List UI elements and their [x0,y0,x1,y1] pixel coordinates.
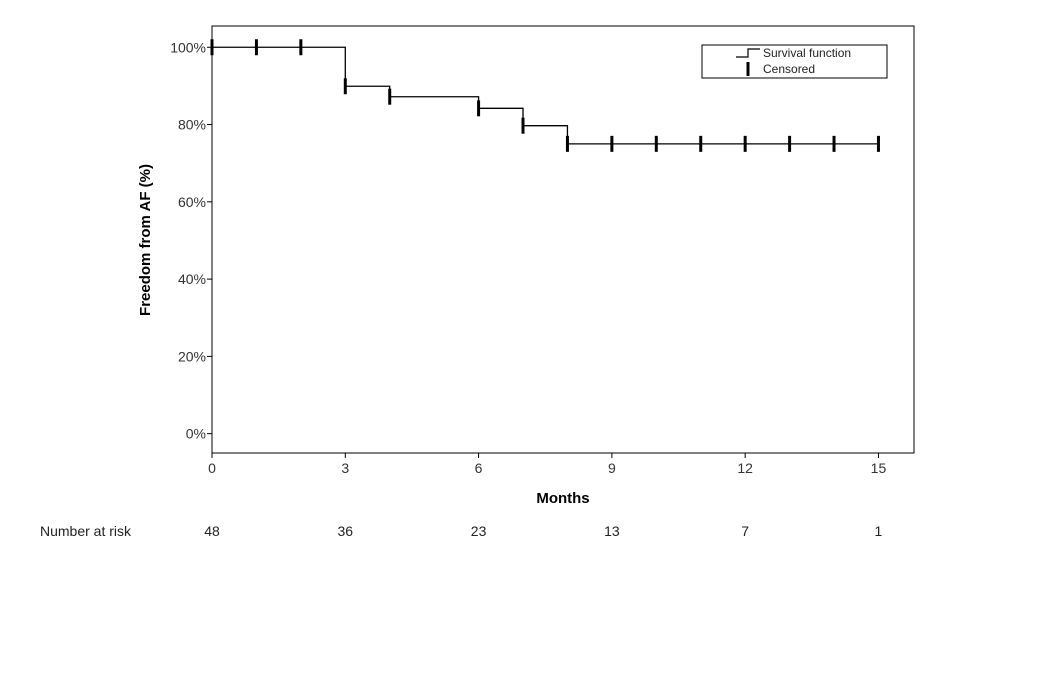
y-tick-label: 40% [178,271,206,287]
legend-entry-survival: Survival function [763,46,851,60]
x-axis: 0 3 6 9 12 15 [208,453,886,476]
y-tick-label: 100% [170,39,206,55]
legend-step-symbol [736,48,760,58]
x-tick-label: 0 [208,460,216,476]
y-tick-label: 20% [178,348,206,364]
y-tick-label: 0% [186,426,206,442]
risk-table-label: Number at risk [40,523,132,539]
y-tick-label: 80% [178,117,206,133]
risk-value: 1 [875,523,883,539]
risk-value: 23 [471,523,487,539]
risk-values: 48 36 23 13 7 1 [204,523,882,539]
y-axis-title: Freedom from AF (%) [137,164,154,316]
risk-value: 36 [338,523,354,539]
x-tick-label: 15 [871,460,887,476]
x-tick-label: 3 [341,460,349,476]
x-axis-title: Months [536,490,589,507]
risk-value: 13 [604,523,620,539]
y-axis: 0% 20% 40% 60% 80% 100% [170,39,212,442]
y-tick-label: 60% [178,194,206,210]
legend-box [701,44,888,79]
x-tick-label: 12 [737,460,753,476]
x-tick-label: 6 [475,460,483,476]
legend-entry-censored: Censored [763,62,815,76]
plot-frame [211,25,915,454]
series-layer [210,39,880,152]
risk-table: Number at risk 48 36 23 13 7 1 [40,523,883,539]
risk-value: 48 [204,523,220,539]
legend: Survival function Censored [701,44,888,79]
x-tick-label: 9 [608,460,616,476]
risk-value: 7 [741,523,749,539]
